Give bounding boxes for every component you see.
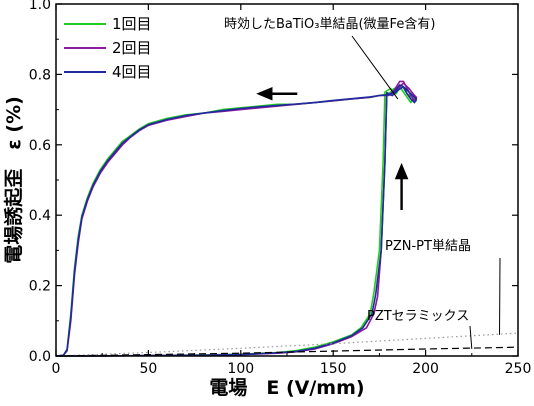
x-tick-label-3: 150: [320, 361, 347, 377]
annotation-2: PZTセラミックス: [367, 309, 469, 324]
legend: 1回目 2回目 4回目: [64, 15, 152, 81]
legend-label-0: 1回目: [112, 15, 152, 33]
x-tick-label-1: 50: [139, 361, 157, 377]
y-axis-label: 電場誘起歪 ε (%): [2, 96, 25, 264]
x-tick-label-5: 250: [505, 361, 532, 377]
y-tick-label-2: 0.4: [29, 208, 51, 224]
x-tick-label-2: 100: [227, 361, 254, 377]
y-tick-label-1: 0.2: [29, 279, 51, 295]
legend-label-2: 4回目: [112, 63, 152, 81]
series-line-0: [55, 84, 418, 357]
series-layer: [55, 80, 519, 357]
y-tick-label-4: 0.8: [29, 67, 51, 83]
direction-arrow-0: [256, 86, 298, 101]
y-tick-label-0: 0.0: [29, 349, 51, 365]
series-line-4: [55, 346, 519, 357]
x-tick-label-4: 200: [412, 361, 439, 377]
annotation-0: 時効したBaTiO₃単結晶(微量Fe含有): [224, 16, 435, 32]
annotations: 時効したBaTiO₃単結晶(微量Fe含有) PZN-PT単結晶 PZTセラミックス: [224, 16, 501, 349]
series-line-2: [55, 84, 418, 357]
x-axis-label: 電場 E (V/mm): [209, 377, 364, 399]
x-tick-label-0: 0: [52, 361, 61, 377]
direction-arrow-1: [394, 162, 409, 210]
y-tick-label-3: 0.6: [29, 138, 51, 154]
annotation-leader-2: [469, 325, 473, 349]
annotation-leader-0: [351, 35, 399, 100]
series-line-1: [55, 80, 418, 357]
ticks-layer: 0 50 100 150 200 250 0.0 0.2 0.4 0.6 0.8 1.0: [29, 0, 532, 377]
annotation-1: PZN-PT単結晶: [385, 238, 471, 254]
legend-label-1: 2回目: [112, 39, 152, 57]
y-tick-label-5: 1.0: [29, 0, 51, 13]
series-line-3: [55, 332, 519, 357]
